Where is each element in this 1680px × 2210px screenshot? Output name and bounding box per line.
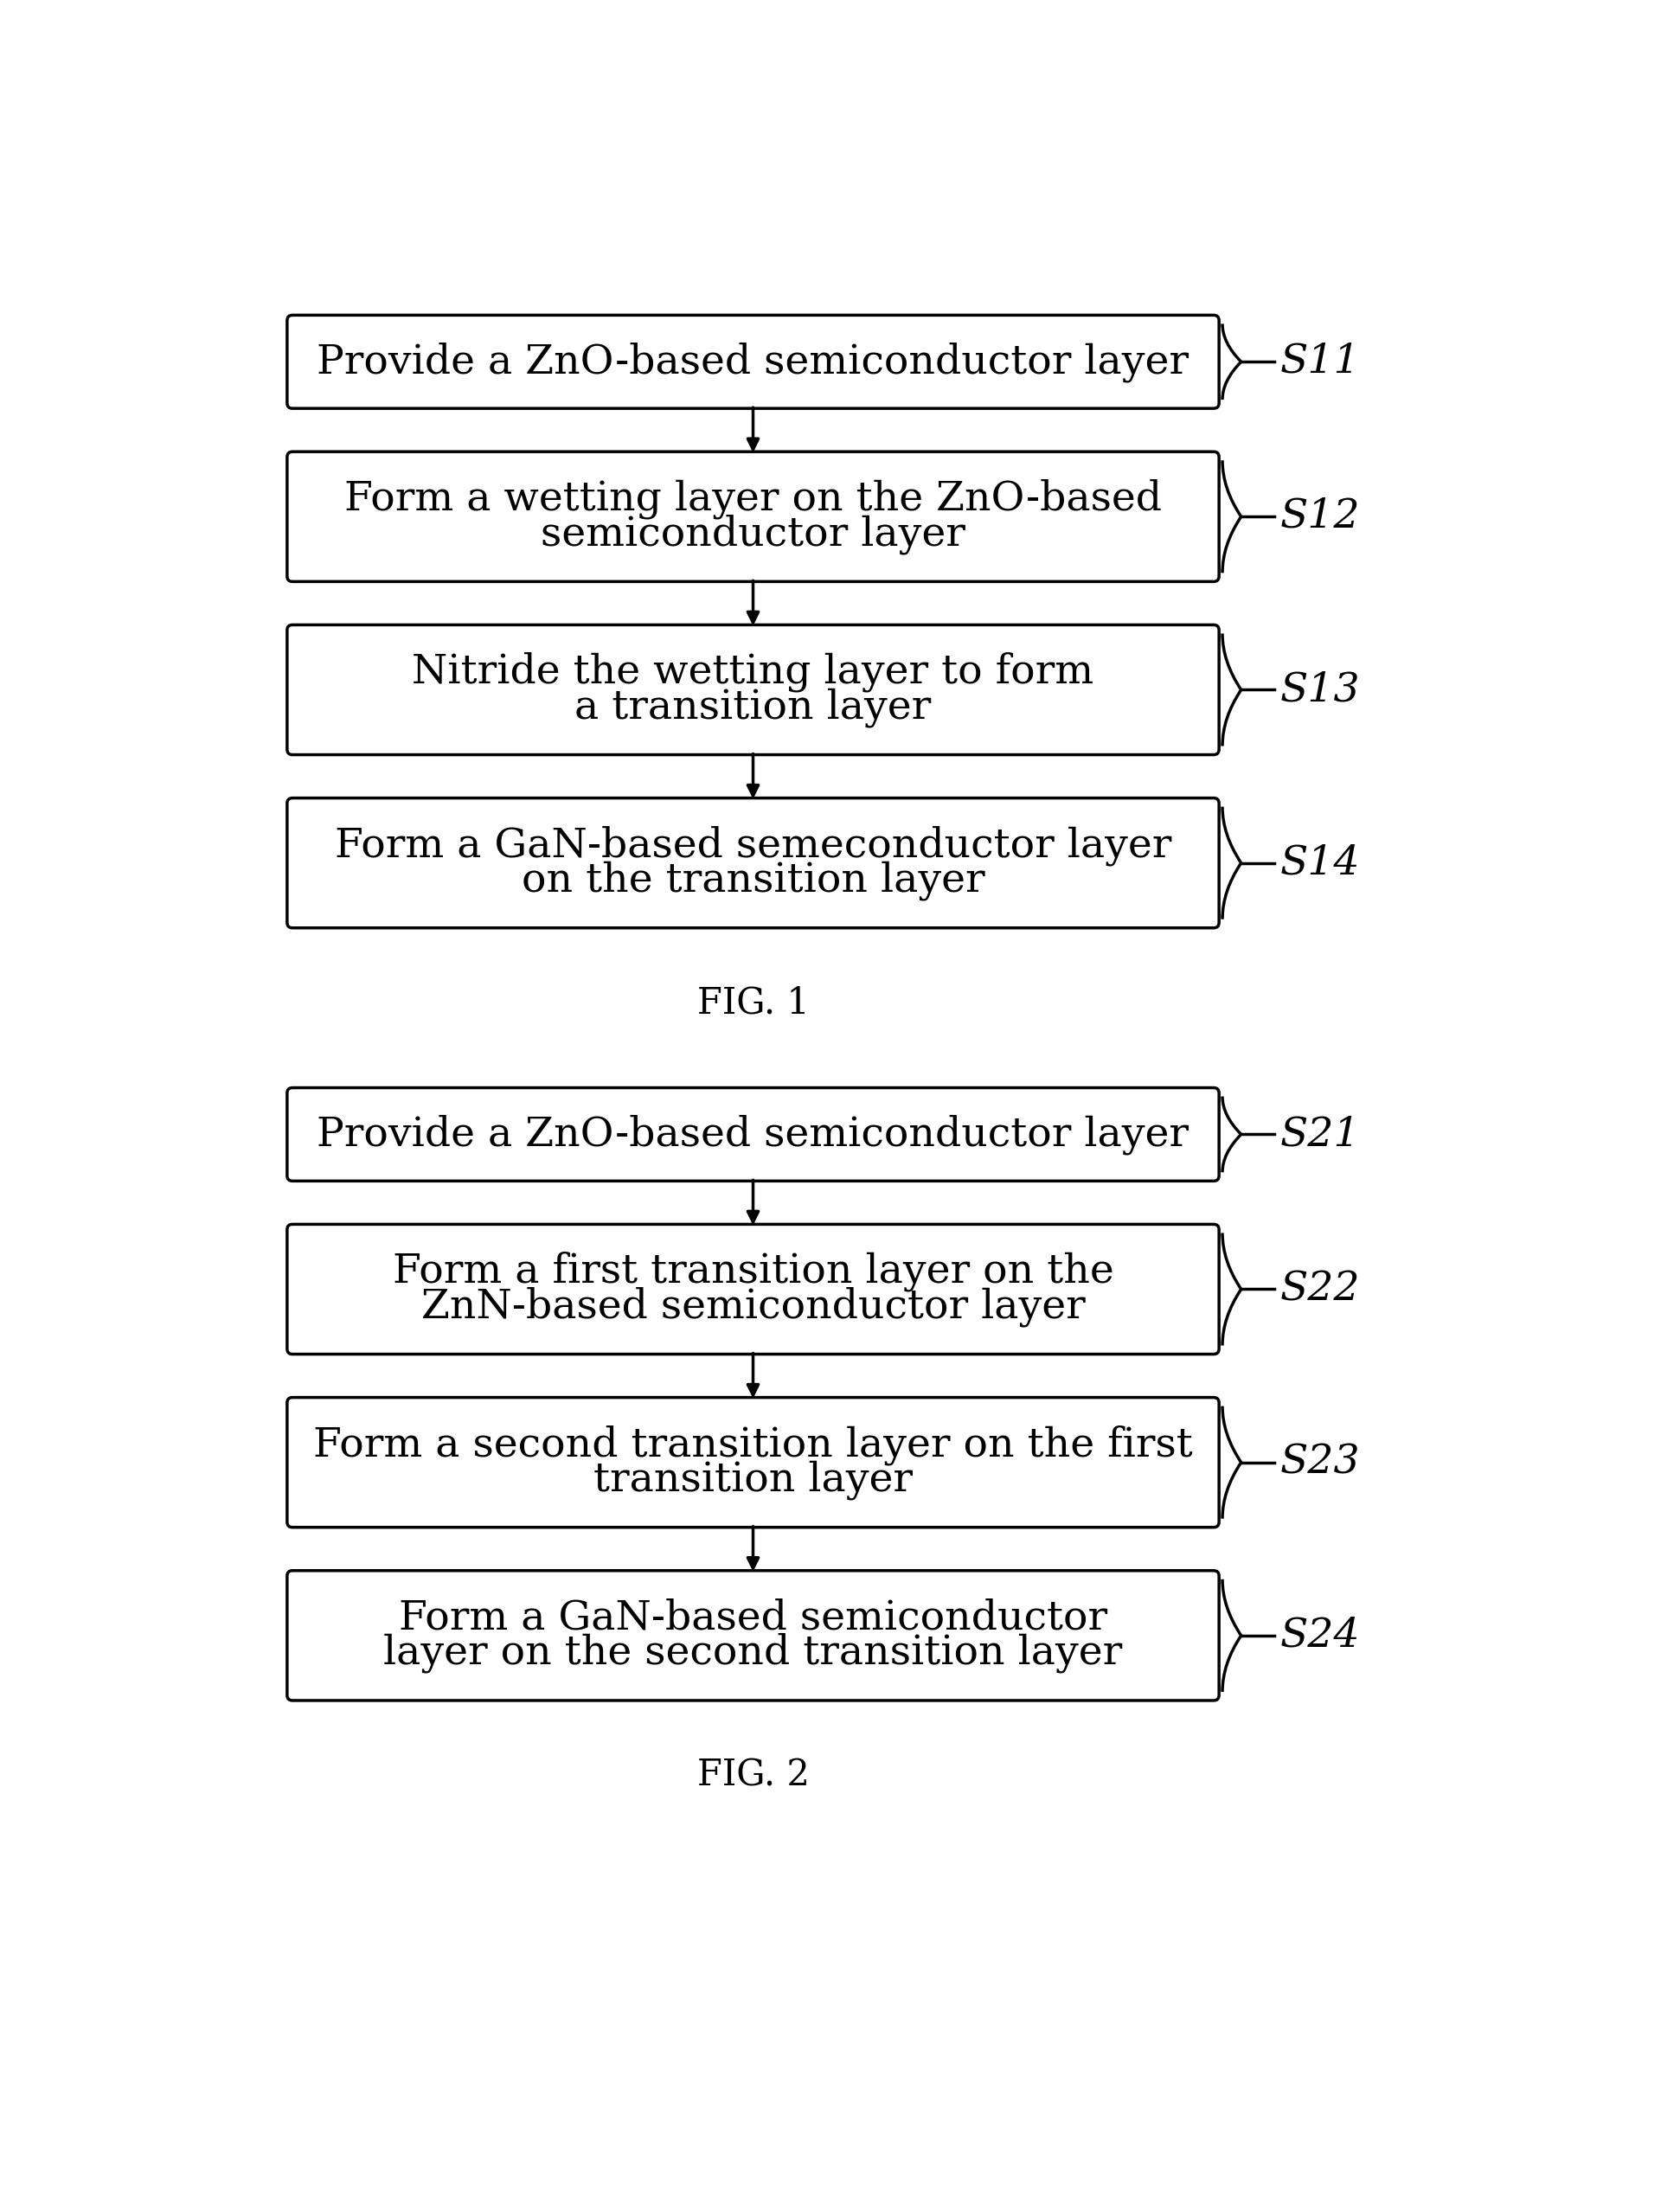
Text: S13: S13	[1280, 670, 1361, 709]
Text: Form a second transition layer on the first: Form a second transition layer on the fi…	[312, 1425, 1193, 1465]
FancyBboxPatch shape	[287, 625, 1220, 756]
Text: S14: S14	[1280, 844, 1361, 882]
FancyBboxPatch shape	[287, 1087, 1220, 1180]
Text: S24: S24	[1280, 1616, 1361, 1655]
Text: S12: S12	[1280, 497, 1361, 537]
Text: Form a first transition layer on the: Form a first transition layer on the	[393, 1251, 1114, 1293]
Text: Form a wetting layer on the ZnO-based: Form a wetting layer on the ZnO-based	[344, 480, 1163, 519]
FancyBboxPatch shape	[287, 1397, 1220, 1527]
FancyBboxPatch shape	[287, 1224, 1220, 1355]
Text: S11: S11	[1280, 343, 1361, 382]
Text: Provide a ZnO-based semiconductor layer: Provide a ZnO-based semiconductor layer	[318, 343, 1189, 382]
Text: layer on the second transition layer: layer on the second transition layer	[383, 1633, 1122, 1673]
Text: FIG. 1: FIG. 1	[697, 983, 810, 1021]
FancyBboxPatch shape	[287, 316, 1220, 409]
Text: Nitride the wetting layer to form: Nitride the wetting layer to form	[412, 652, 1094, 692]
Text: semiconductor layer: semiconductor layer	[541, 515, 966, 555]
Text: S23: S23	[1280, 1443, 1361, 1483]
Text: Provide a ZnO-based semiconductor layer: Provide a ZnO-based semiconductor layer	[318, 1114, 1189, 1154]
Text: Form a GaN-based semeconductor layer: Form a GaN-based semeconductor layer	[334, 824, 1171, 866]
Text: S21: S21	[1280, 1114, 1361, 1154]
Text: Form a GaN-based semiconductor: Form a GaN-based semiconductor	[398, 1598, 1107, 1638]
Text: S22: S22	[1280, 1269, 1361, 1308]
FancyBboxPatch shape	[287, 451, 1220, 581]
Text: a transition layer: a transition layer	[575, 687, 931, 727]
Text: transition layer: transition layer	[593, 1461, 912, 1501]
FancyBboxPatch shape	[287, 798, 1220, 928]
FancyBboxPatch shape	[287, 1571, 1220, 1699]
Text: FIG. 2: FIG. 2	[697, 1757, 810, 1795]
Text: on the transition layer: on the transition layer	[521, 860, 984, 899]
Text: ZnN-based semiconductor layer: ZnN-based semiconductor layer	[422, 1286, 1085, 1326]
